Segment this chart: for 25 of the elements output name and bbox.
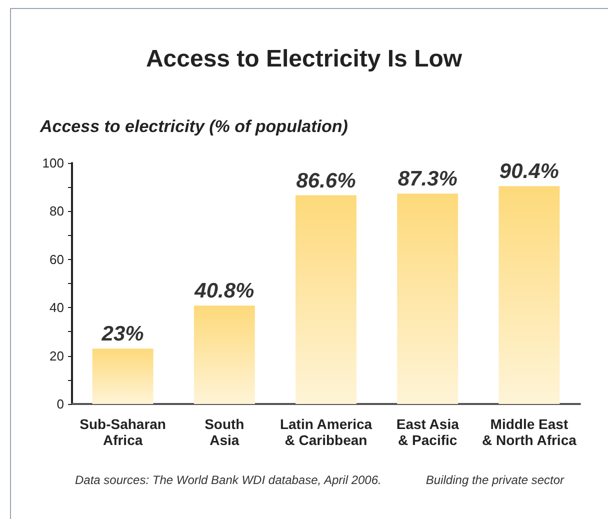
y-tick-label: 100 [42,156,64,170]
bar [498,186,560,404]
x-tick-label: Middle East & North Africa [482,416,577,448]
data-label: 87.3% [398,168,458,191]
x-tick-label: South Asia [204,416,244,448]
data-label: 86.6% [296,169,356,192]
y-tick-label: 0 [56,396,64,412]
bar [92,348,154,404]
y-tick-label: 20 [50,348,64,364]
text: Data sources: The World Bank WDI database, April 2006. [75,473,382,487]
y-tick-label: 60 [50,252,64,267]
data-label: 40.8% [194,280,254,303]
y-tick-label: 80 [50,204,64,219]
x-tick-label: Latin America & Caribbean [280,416,372,448]
data-label: 90.4% [499,160,560,184]
bar [397,194,458,404]
y-axis-title: Access to electricity (% of population) [39,117,348,136]
y-tick-label: 40 [50,300,64,316]
data-label: 23% [100,322,144,346]
text: Building the private sector [426,473,566,487]
bar [194,306,255,404]
chart-title: Access to Electricity Is Low [146,46,462,72]
x-tick-label: Sub-Saharan Africa [80,416,166,448]
bar [296,195,356,404]
x-tick-label: East Asia & Pacific [396,416,460,448]
